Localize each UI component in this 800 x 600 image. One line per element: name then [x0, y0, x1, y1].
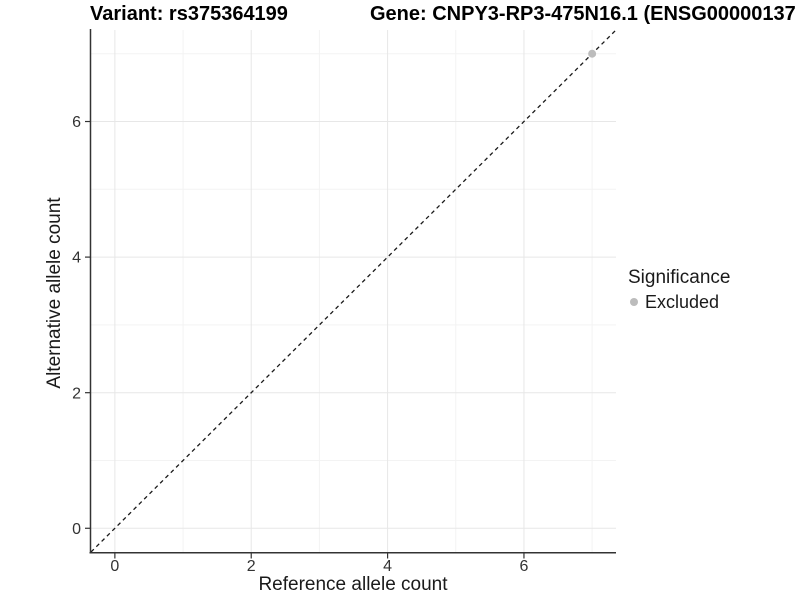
legend: Significance Excluded: [628, 267, 730, 312]
legend-title: Significance: [628, 267, 731, 288]
legend-item-label: Excluded: [645, 292, 720, 312]
plot-title-variant: Variant: rs375364199: [90, 3, 288, 25]
legend-key-dot: [630, 298, 638, 306]
legend-item-excluded: Excluded: [628, 292, 730, 312]
x-axis-tick-label: 2: [247, 558, 256, 575]
plot-title-gene: Gene: CNPY3-RP3-475N16.1 (ENSG00000137: [370, 3, 796, 25]
y-axis-tick-label: 0: [72, 521, 81, 538]
x-axis-label: Reference allele count: [258, 574, 448, 595]
y-axis-tick-label: 2: [72, 385, 81, 402]
data-point-excluded: [588, 49, 597, 58]
y-axis-tick-label: 4: [72, 250, 81, 267]
x-axis-tick-label: 4: [383, 558, 392, 575]
y-axis-tick-label: 6: [72, 114, 81, 131]
identity-reference-line: [90, 29, 617, 553]
x-axis-tick-label: 6: [520, 558, 529, 575]
x-axis-tick-label: 0: [110, 558, 119, 575]
